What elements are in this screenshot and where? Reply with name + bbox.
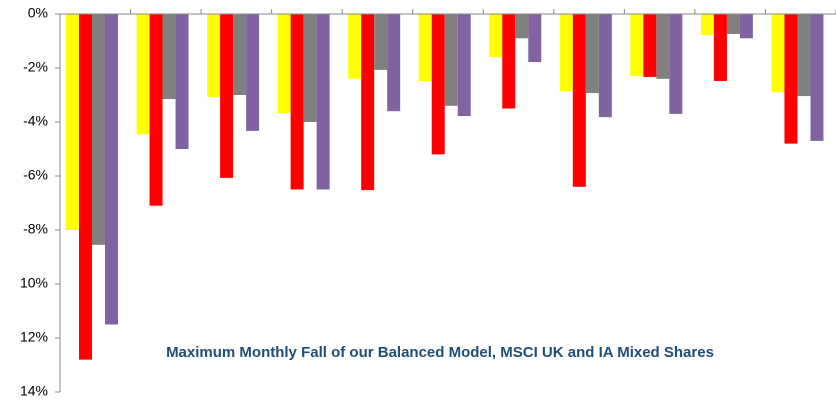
y-tick-label: 10% bbox=[20, 275, 48, 291]
bar bbox=[630, 14, 644, 77]
bar bbox=[572, 14, 586, 187]
bar bbox=[810, 14, 824, 141]
bar bbox=[559, 14, 573, 91]
bar bbox=[162, 14, 176, 100]
bar bbox=[784, 14, 798, 144]
bar bbox=[92, 14, 105, 245]
bar bbox=[418, 14, 432, 81]
bar bbox=[316, 14, 330, 190]
bar bbox=[66, 14, 79, 230]
bar bbox=[489, 14, 503, 58]
bar bbox=[444, 14, 458, 106]
chart-title: Maximum Monthly Fall of our Balanced Mod… bbox=[166, 344, 714, 361]
bar bbox=[502, 14, 516, 109]
bar bbox=[700, 14, 714, 36]
bar bbox=[136, 14, 150, 135]
bar bbox=[643, 14, 657, 77]
bar bbox=[207, 14, 221, 97]
y-tick-label: -6% bbox=[23, 167, 48, 183]
bar bbox=[457, 14, 471, 117]
bar bbox=[528, 14, 542, 63]
bar bbox=[739, 14, 753, 39]
bar bbox=[387, 14, 401, 112]
bar bbox=[220, 14, 234, 178]
bar bbox=[431, 14, 445, 155]
bar bbox=[374, 14, 388, 70]
y-tick-label: 12% bbox=[20, 329, 48, 345]
y-tick-label: 0% bbox=[28, 5, 48, 21]
bar bbox=[669, 14, 683, 114]
bar bbox=[246, 14, 260, 131]
bar bbox=[105, 14, 118, 325]
bar bbox=[79, 14, 92, 360]
bar bbox=[348, 14, 362, 79]
y-tick-label: -4% bbox=[23, 113, 48, 129]
bar bbox=[361, 14, 375, 191]
bar bbox=[797, 14, 811, 97]
bar bbox=[726, 14, 740, 34]
bar bbox=[277, 14, 291, 114]
bar bbox=[713, 14, 727, 81]
bar bbox=[585, 14, 599, 94]
bar bbox=[656, 14, 670, 79]
bar bbox=[598, 14, 612, 118]
y-tick-label: -8% bbox=[23, 221, 48, 237]
bar bbox=[233, 14, 247, 95]
bar bbox=[175, 14, 189, 149]
bar bbox=[149, 14, 163, 206]
bar bbox=[290, 14, 304, 190]
y-tick-label: -2% bbox=[23, 59, 48, 75]
bar bbox=[771, 14, 785, 93]
y-tick-label: 14% bbox=[20, 383, 48, 399]
bar bbox=[303, 14, 317, 122]
bar bbox=[515, 14, 529, 39]
